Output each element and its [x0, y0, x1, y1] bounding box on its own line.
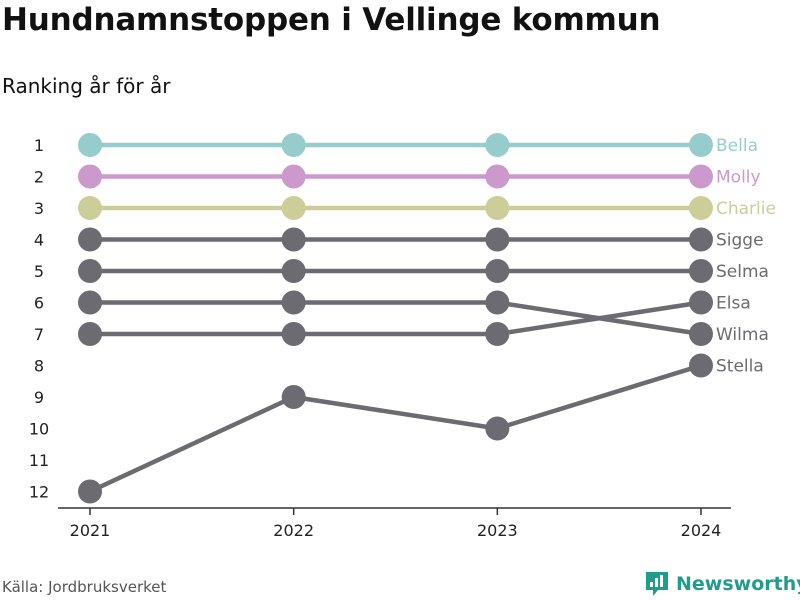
y-tick-label: 2	[34, 168, 44, 187]
data-point-sigge	[281, 227, 306, 252]
data-point-molly	[485, 164, 510, 189]
series-line-elsa	[90, 300, 702, 337]
y-tick-label: 12	[29, 483, 49, 502]
series-label-bella: Bella	[716, 136, 758, 156]
data-point-sigge	[485, 227, 510, 252]
y-tick-label: 9	[34, 388, 44, 407]
y-tick-label: 6	[34, 294, 44, 313]
data-point-sigge	[78, 227, 102, 252]
y-tick-label: 11	[29, 451, 49, 470]
data-point-sigge	[689, 227, 713, 252]
data-point-wilma	[281, 290, 306, 315]
series-label-sigge: Sigge	[716, 231, 764, 251]
data-point-charlie	[281, 196, 306, 220]
brand-logo: Newsworthy	[644, 570, 800, 598]
x-tick-label: 2024	[681, 521, 722, 540]
data-point-elsa	[281, 322, 306, 346]
data-point-bella	[485, 133, 510, 157]
y-tick-label: 1	[34, 136, 44, 155]
y-tick-label: 4	[34, 231, 44, 250]
data-point-selma	[281, 259, 306, 283]
data-point-charlie	[689, 196, 713, 220]
series-label-stella: Stella	[716, 357, 764, 377]
source-text: Källa: Jordbruksverket	[2, 578, 167, 596]
chart-subtitle: Ranking år för år	[2, 74, 171, 98]
y-tick-label: 10	[29, 420, 49, 439]
data-point-stella	[485, 416, 510, 441]
data-point-elsa	[485, 322, 510, 346]
y-tick-label: 7	[34, 325, 44, 344]
data-point-molly	[78, 164, 102, 189]
chart-title: Hundnamnstoppen i Vellinge kommun	[2, 2, 661, 38]
y-tick-label: 3	[34, 199, 44, 218]
data-point-charlie	[485, 196, 510, 220]
series-label-selma: Selma	[716, 262, 769, 282]
data-point-selma	[485, 259, 510, 283]
newsworthy-logo-icon	[646, 572, 668, 596]
series-label-charlie: Charlie	[716, 199, 776, 219]
data-point-molly	[281, 164, 306, 189]
data-point-bella	[78, 133, 102, 157]
y-tick-label: 8	[34, 357, 44, 376]
data-point-selma	[78, 259, 102, 283]
data-point-selma	[689, 259, 713, 283]
data-point-charlie	[78, 196, 102, 220]
series-line-stella	[89, 363, 702, 494]
data-point-wilma	[485, 290, 510, 315]
data-point-stella	[689, 353, 713, 378]
series-label-molly: Molly	[716, 168, 761, 188]
data-point-wilma	[689, 322, 713, 346]
data-point-elsa	[78, 322, 102, 346]
data-point-wilma	[78, 290, 102, 315]
x-tick-label: 2021	[70, 521, 111, 540]
data-point-elsa	[689, 290, 713, 315]
data-point-stella	[78, 479, 102, 504]
data-point-stella	[281, 385, 306, 409]
y-tick-label: 5	[34, 262, 44, 281]
data-point-bella	[689, 133, 713, 157]
series-label-elsa: Elsa	[716, 294, 751, 314]
brand-name: Newsworthy	[676, 573, 800, 595]
data-point-molly	[689, 164, 713, 189]
data-point-bella	[281, 133, 306, 157]
series-label-wilma: Wilma	[716, 325, 769, 345]
x-tick-label: 2022	[273, 521, 314, 540]
x-tick-label: 2023	[477, 521, 518, 540]
